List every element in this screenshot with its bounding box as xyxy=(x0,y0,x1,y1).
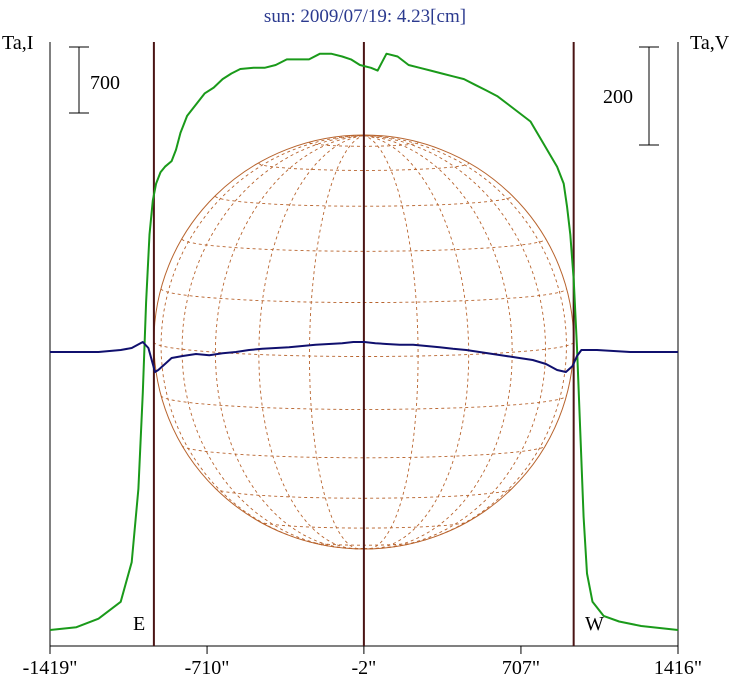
right-scale-bar-label: 200 xyxy=(603,86,633,108)
left-scale-bar xyxy=(69,46,89,114)
parallel-line xyxy=(181,238,546,252)
meridian-line xyxy=(363,135,470,550)
meridian-line xyxy=(363,135,546,550)
series-line-0 xyxy=(49,52,679,631)
right-scale-bar xyxy=(639,46,659,146)
parallel-line xyxy=(258,520,470,529)
parallel-line xyxy=(181,445,546,459)
x-tick-label-1: -710" xyxy=(185,657,230,679)
chart-title: sun: 2009/07/19: 4.23[cm] xyxy=(264,6,466,27)
left-axis-label: Ta,I xyxy=(2,32,33,54)
east-label: E xyxy=(133,613,145,635)
left-scale-bar-label: 700 xyxy=(90,72,120,94)
meridian-line xyxy=(363,135,513,550)
meridian-line xyxy=(258,135,364,550)
series-line-1 xyxy=(50,341,678,373)
parallel-line xyxy=(258,162,470,171)
meridian-line xyxy=(160,135,364,549)
x-tick-label-4: 1416" xyxy=(654,657,702,679)
x-axis: -1419" -710" -2" 707" 1416" xyxy=(23,646,702,679)
limb-lines xyxy=(152,42,575,646)
meridian-line xyxy=(363,135,567,549)
x-tick-label-0: -1419" xyxy=(23,657,78,679)
x-tick-label-3: 707" xyxy=(502,657,540,679)
parallel-line xyxy=(214,487,513,499)
west-label: W xyxy=(585,613,604,635)
meridian-line xyxy=(181,135,364,550)
meridian-line xyxy=(214,135,364,550)
right-axis-label: Ta,V xyxy=(690,32,730,54)
series-layer xyxy=(49,52,679,631)
x-tick-label-2: -2" xyxy=(351,657,376,679)
parallel-line xyxy=(214,195,513,207)
